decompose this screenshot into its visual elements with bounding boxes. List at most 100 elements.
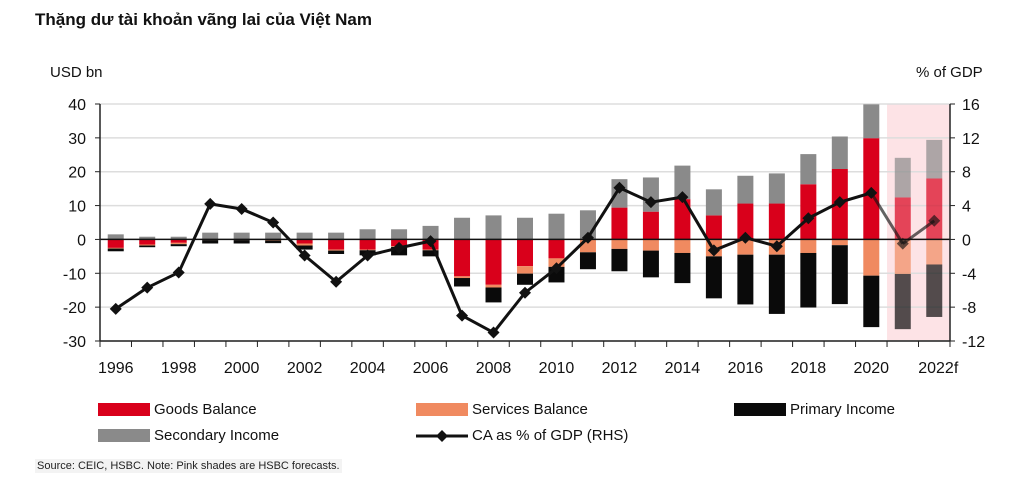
bar-services-balance-2012: [611, 239, 628, 249]
legend-ca: CA as % of GDP (RHS): [416, 427, 628, 444]
bar-primary-income-2022f: [926, 264, 943, 317]
ca-line-segment: [839, 191, 872, 204]
left-tick-label: 20: [68, 165, 86, 182]
bar-secondary-income-2017: [768, 173, 785, 204]
ca-line-segment: [367, 246, 400, 257]
ca-line-segment: [555, 236, 590, 270]
bar-services-balance-2022f: [926, 239, 943, 265]
x-tick-label: 2014: [665, 360, 701, 377]
bar-secondary-income-2020: [863, 104, 880, 139]
ca-point-2009: [519, 286, 531, 299]
ca-line-segment: [744, 236, 778, 248]
bar-secondary-income-2005: [391, 229, 408, 240]
x-tick-label: 2018: [791, 360, 827, 377]
left-axis-label: USD bn: [50, 64, 103, 81]
bar-primary-income-2000: [233, 240, 250, 244]
bar-goods-balance-1997: [139, 239, 156, 245]
bar-services-balance-2006: [422, 249, 439, 251]
ca-line-segment: [461, 314, 495, 334]
bar-goods-balance-2010: [548, 239, 565, 259]
ca-point-2013: [644, 196, 657, 209]
bar-secondary-income-2004: [359, 229, 376, 240]
bar-primary-income-2009: [517, 273, 533, 285]
bar-secondary-income-2003: [328, 232, 345, 240]
bar-services-balance-2003: [328, 249, 345, 251]
bar-goods-balance-2022f: [926, 178, 943, 240]
bar-secondary-income-2009: [517, 217, 533, 240]
bar-goods-balance-2007: [454, 239, 471, 277]
bar-primary-income-2016: [737, 254, 754, 305]
ca-point-2019: [833, 196, 846, 209]
legend-primary: Primary Income: [734, 401, 895, 418]
bar-primary-income-2003: [328, 250, 345, 254]
bar-secondary-income-2010: [548, 213, 565, 240]
legend-swatch: [734, 403, 786, 416]
bar-primary-income-2002: [296, 245, 313, 250]
bar-secondary-income-2000: [233, 232, 250, 240]
bar-services-balance-2016: [737, 239, 754, 255]
legend-swatch: [98, 429, 150, 442]
legend-label: CA as % of GDP (RHS): [472, 427, 629, 444]
ca-point-1996: [109, 302, 122, 315]
bar-goods-balance-2014: [674, 199, 691, 240]
ca-point-2018: [802, 212, 815, 225]
x-tick-label: 2000: [224, 360, 260, 377]
right-tick-label: 0: [962, 232, 971, 249]
legend-label: Services Balance: [472, 401, 588, 418]
right-tick-label: 12: [962, 131, 980, 148]
bar-secondary-income-1996: [107, 234, 124, 240]
bar-goods-balance-2016: [737, 203, 754, 240]
bar-secondary-income-2014: [674, 165, 691, 200]
ca-point-1999: [204, 197, 217, 210]
ca-line-segment: [335, 254, 369, 283]
bar-primary-income-2018: [800, 252, 817, 308]
ca-line-segment: [209, 202, 242, 211]
left-tick-label: 0: [77, 232, 86, 249]
bar-services-balance-1998: [170, 242, 187, 245]
ca-line-segment: [807, 200, 841, 220]
ca-point-2021: [896, 237, 909, 250]
legend-label: Secondary Income: [154, 427, 280, 444]
ca-line-segment: [492, 291, 527, 334]
left-tick-label: 30: [68, 131, 86, 148]
right-axis-label: % of GDP: [916, 64, 983, 81]
bar-goods-balance-2008: [485, 239, 502, 285]
ca-point-2015: [707, 244, 720, 257]
legend-goods: Goods Balance: [98, 401, 257, 418]
bar-primary-income-1998: [170, 244, 187, 247]
ca-point-2011: [581, 231, 594, 244]
bar-services-balance-2008: [485, 284, 502, 288]
ca-point-2007: [456, 309, 469, 322]
ca-point-1998: [172, 266, 185, 279]
right-tick-label: -4: [962, 266, 976, 283]
ca-point-2022f: [928, 214, 941, 227]
legend-secondary: Secondary Income: [98, 427, 279, 444]
x-tick-label: 1998: [161, 360, 197, 377]
ca-point-2016: [739, 231, 752, 244]
bar-goods-balance-2009: [517, 239, 533, 267]
bar-secondary-income-2022f: [926, 139, 943, 179]
bar-goods-balance-2002: [296, 239, 313, 244]
x-tick-label: 2008: [476, 360, 512, 377]
ca-point-2000: [235, 202, 248, 215]
left-tick-label: -10: [63, 266, 86, 283]
bar-primary-income-1997: [139, 245, 156, 248]
bar-services-balance-2013: [642, 239, 659, 251]
bar-services-balance-2021: [894, 239, 911, 274]
ca-point-2006: [424, 235, 437, 248]
right-tick-label: -8: [962, 300, 976, 317]
ca-point-2020: [865, 186, 878, 199]
ca-line-segment: [398, 239, 431, 250]
bar-primary-income-2012: [611, 248, 628, 272]
ca-line-segment: [775, 217, 810, 248]
x-tick-label: 2010: [539, 360, 575, 377]
source-note: Source: CEIC, HSBC. Note: Pink shades ar…: [35, 459, 342, 473]
ca-line-segment: [618, 186, 652, 204]
ca-line-segment: [870, 192, 905, 245]
bar-secondary-income-2021: [894, 157, 911, 198]
bar-primary-income-2021: [894, 273, 911, 330]
ca-point-2012: [613, 181, 626, 194]
ca-point-2008: [487, 326, 500, 339]
bar-primary-income-1999: [202, 240, 219, 244]
